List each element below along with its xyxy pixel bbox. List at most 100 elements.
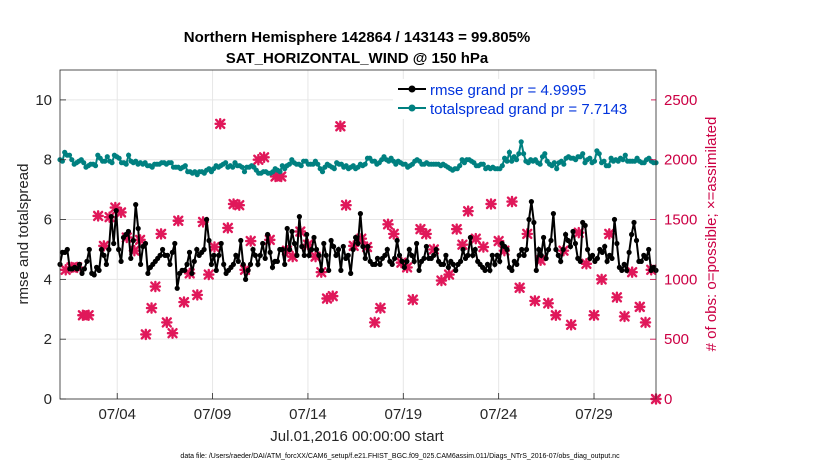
rmse-point — [340, 243, 346, 250]
rmse-point — [96, 267, 102, 273]
rmse-point — [514, 261, 520, 267]
obs-marker-plus — [443, 268, 455, 281]
rmse-point — [213, 267, 219, 273]
y2-tick-label: 2500 — [664, 92, 697, 109]
totalspread-point — [223, 160, 229, 166]
y2-tick-label: 500 — [664, 331, 689, 348]
totalspread-point — [362, 161, 368, 167]
obs-point — [233, 199, 246, 211]
rmse-point — [157, 252, 163, 258]
rmse-point — [492, 261, 498, 267]
rmse-point — [541, 234, 547, 241]
rmse-point — [526, 216, 532, 223]
obs-marker-plus — [462, 205, 474, 217]
obs-point — [382, 218, 394, 231]
rmse-point — [301, 252, 307, 258]
rmse-point — [311, 234, 317, 241]
rmse-point — [516, 252, 522, 258]
obs-point — [420, 228, 432, 240]
rmse-point — [460, 246, 466, 253]
totalspread-point — [66, 152, 73, 158]
rmse-point — [84, 258, 90, 264]
legend-marker-rmse — [408, 85, 416, 93]
rmse-point — [411, 258, 417, 264]
obs-point — [550, 309, 562, 322]
totalspread-point — [109, 160, 115, 166]
rmse-point — [558, 258, 564, 264]
obs-marker-plus — [595, 273, 608, 286]
obs-point — [222, 222, 234, 234]
rmse-point — [619, 267, 625, 273]
rmse-point — [128, 255, 134, 261]
totalspread-point — [69, 157, 75, 163]
rmse-point — [208, 261, 214, 267]
rmse-point — [174, 285, 180, 291]
rmse-point — [560, 246, 566, 253]
obs-marker-plus — [633, 301, 646, 313]
rmse-point — [392, 255, 398, 261]
chart-subtitle: SAT_HORIZONTAL_WIND @ 150 hPa — [226, 50, 489, 67]
totalspread-point — [116, 155, 122, 161]
rmse-point — [374, 255, 381, 261]
obs-point — [92, 210, 104, 222]
totalspread-point — [241, 169, 248, 175]
rmse-point — [323, 252, 329, 258]
rmse-point — [274, 258, 280, 264]
rmse-point — [304, 231, 310, 238]
rmse-point — [64, 246, 70, 253]
obs-marker-plus — [435, 274, 448, 287]
rmse-point — [111, 240, 117, 247]
rmse-point — [626, 249, 632, 255]
rmse-point — [135, 225, 141, 232]
rmse-point — [543, 255, 549, 261]
rmse-point — [335, 246, 342, 253]
rmse-point — [553, 246, 559, 253]
obs-point — [161, 316, 173, 329]
y-tick-label: 6 — [44, 212, 52, 229]
totalspread-point — [315, 161, 321, 167]
obs-marker-plus — [611, 291, 623, 304]
totalspread-point — [298, 163, 304, 169]
rmse-point — [384, 246, 390, 253]
rmse-point — [245, 267, 251, 273]
obs-marker-plus — [374, 302, 387, 314]
obs-marker-plus — [603, 228, 616, 240]
rmse-point — [194, 246, 200, 253]
obs-marker-plus — [340, 199, 352, 211]
obs-marker-plus — [172, 214, 185, 227]
rmse-point — [284, 225, 290, 232]
totalspread-point — [92, 163, 99, 169]
obs-marker-plus — [233, 199, 246, 211]
rmse-point — [313, 246, 320, 253]
rmse-point — [260, 240, 266, 247]
rmse-point — [423, 243, 429, 250]
rmse-point — [255, 261, 261, 267]
rmse-point — [416, 267, 422, 273]
rmse-point — [116, 246, 122, 253]
rmse-point — [602, 243, 608, 250]
rmse-point — [519, 246, 525, 253]
obs-marker-plus — [565, 319, 577, 331]
rmse-point — [599, 249, 605, 255]
totalspread-point — [516, 151, 522, 157]
rmse-point — [377, 261, 383, 267]
y-tick-label: 10 — [35, 92, 52, 109]
chart-title: Northern Hemisphere 142864 / 143143 = 99… — [184, 29, 530, 46]
rmse-point — [206, 237, 212, 244]
obs-point — [145, 302, 158, 314]
rmse-point — [294, 252, 300, 258]
rmse-point — [355, 240, 361, 247]
obs-point — [565, 319, 577, 331]
totalspread-point — [102, 158, 108, 164]
rmse-point — [494, 252, 500, 258]
rmse-point — [113, 208, 119, 214]
rmse-point — [333, 252, 339, 258]
rmse-point — [523, 246, 530, 253]
x-tick-label: 07/09 — [194, 406, 232, 423]
totalspread-point — [499, 163, 505, 169]
totalspread-point — [126, 152, 132, 158]
totalspread-point — [506, 149, 512, 155]
rmse-point — [262, 255, 268, 261]
rmse-point — [142, 240, 149, 247]
